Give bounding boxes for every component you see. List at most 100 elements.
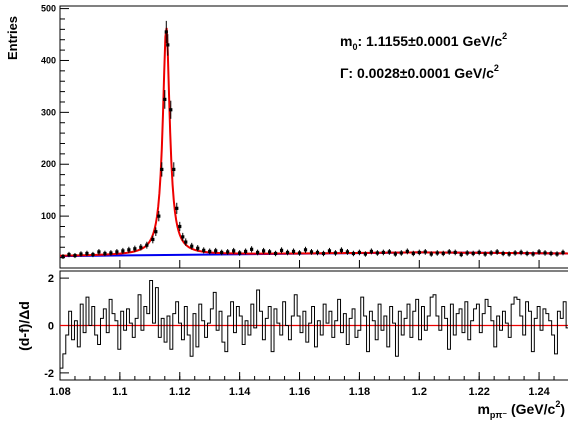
x-tick-label: 1.12 [169,386,190,398]
data-point [561,250,565,255]
data-point [181,235,185,239]
data-point [465,251,469,255]
data-point [453,250,457,255]
data-point [151,237,155,242]
data-point [178,224,182,229]
x-tick-label: 1.14 [229,386,251,398]
x-label-main: m [477,401,489,417]
data-point [381,250,385,255]
data-point [537,250,541,254]
data-point [73,253,77,258]
data-point [160,167,164,172]
x-tick-label: 1.24 [528,386,550,398]
width-annotation: Γ: 0.0028±0.0001 GeV/c2 [340,63,499,81]
data-point [519,250,523,255]
data-point [393,252,397,256]
data-point [471,251,475,256]
data-point [447,250,451,254]
x-tick-label: 1.1 [112,386,127,398]
y-tick-label: 0 [48,321,54,333]
data-point [549,251,553,256]
data-point [262,249,266,253]
x-tick-label: 1.08 [49,386,70,398]
data-point [238,251,242,255]
x-ticks: 1.08 1.1 1.12 1.14 1.16 1.18 1.2 1.22 1.24 [49,260,555,398]
width-superscript: 2 [494,63,499,73]
data-point [477,250,481,255]
data-point [321,251,326,256]
data-point [208,249,212,253]
data-point [115,250,119,254]
data-point [184,240,188,244]
mass-symbol: m [340,33,352,49]
data-point [483,252,487,256]
y-tick-label: -2 [44,368,54,380]
data-point [513,251,517,255]
data-point [435,251,439,255]
data-point [190,244,194,248]
top-y-label: Entries [5,16,20,60]
data-point [525,251,529,256]
data-point [279,248,284,252]
x-label-subscript: pπ⁻ [490,410,507,420]
data-point [327,249,332,253]
data-point [67,252,71,257]
data-point [139,245,143,249]
data-point [399,251,403,255]
data-point [345,250,350,254]
data-point [267,250,272,254]
data-point [501,251,505,256]
data-point [169,108,173,112]
data-point [339,248,344,252]
data-point [133,247,137,251]
data-point [202,248,206,252]
data-point [405,249,409,253]
top-panel: 100 200 300 400 500 Entries m0: 1.1155±0.000… [5,4,568,269]
data-point [357,250,362,255]
x-label-units: (GeV/c [507,401,555,417]
data-point [172,167,176,172]
data-point [97,250,101,254]
mass-value: : 1.1155±0.0001 GeV/c [357,33,502,49]
data-point [309,250,314,254]
residual-histogram [59,279,568,369]
data-point [214,249,218,253]
data-point [531,252,535,256]
data-point [91,252,95,257]
mass-superscript: 2 [502,31,507,41]
data-point [220,250,224,255]
data-point [303,248,308,252]
data-point [555,252,559,256]
data-point [103,251,107,256]
data-point [411,251,415,256]
data-point [423,250,427,254]
width-value: : 0.0028±0.0001 GeV/c [348,65,494,81]
y-tick-label: 400 [41,55,56,65]
x-tick-label: 1.16 [289,386,310,398]
data-point [273,251,278,256]
data-point [163,97,167,101]
data-point [369,249,373,253]
data-point [145,243,149,247]
data-point [121,249,125,253]
data-point [250,247,254,251]
y-tick-label: 100 [41,211,56,221]
data-point [256,250,260,255]
data-point [387,250,391,254]
bottom-panel: -202 1.08 1.1 1.12 1.14 1.16 1.18 1.2 1.22 1.24 … [16,260,568,420]
data-point [154,230,158,234]
data-point [375,251,379,255]
y-tick-label: 200 [41,159,56,169]
x-tick-label: 1.18 [349,386,370,398]
data-point [79,252,83,256]
data-point [333,251,338,255]
data-point [127,248,131,252]
data-point [297,251,302,255]
data-point [175,206,179,210]
data-point [441,251,445,256]
x-tick-label: 1.22 [468,386,489,398]
data-point [315,250,320,255]
data-point [351,251,356,256]
data-point [164,30,168,34]
mass-subscript: 0 [352,42,357,52]
